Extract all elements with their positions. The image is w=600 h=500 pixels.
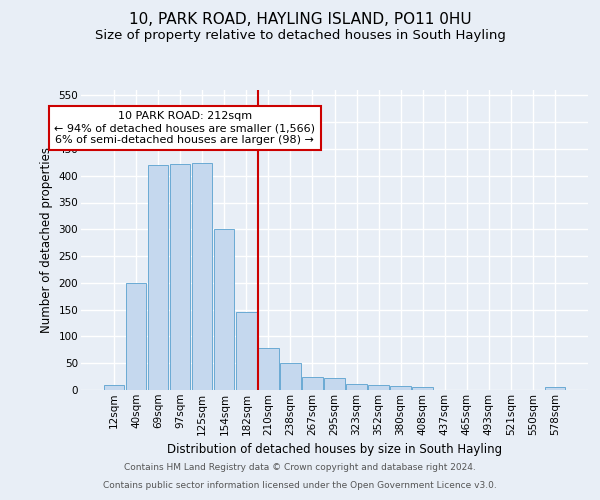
Bar [391, 386, 411, 390]
Bar [148, 165, 169, 390]
Bar [258, 348, 278, 390]
Bar [192, 163, 212, 390]
Bar [214, 230, 235, 390]
X-axis label: Distribution of detached houses by size in South Hayling: Distribution of detached houses by size … [167, 443, 502, 456]
Bar [346, 384, 367, 390]
Bar [325, 378, 344, 390]
Text: 10 PARK ROAD: 212sqm
← 94% of detached houses are smaller (1,566)
6% of semi-det: 10 PARK ROAD: 212sqm ← 94% of detached h… [54, 112, 315, 144]
Bar [545, 388, 565, 390]
Text: Contains public sector information licensed under the Open Government Licence v3: Contains public sector information licen… [103, 481, 497, 490]
Bar [126, 283, 146, 390]
Bar [170, 164, 190, 390]
Y-axis label: Number of detached properties: Number of detached properties [40, 147, 53, 333]
Bar [412, 388, 433, 390]
Text: Size of property relative to detached houses in South Hayling: Size of property relative to detached ho… [95, 29, 505, 42]
Bar [236, 312, 257, 390]
Text: Contains HM Land Registry data © Crown copyright and database right 2024.: Contains HM Land Registry data © Crown c… [124, 464, 476, 472]
Bar [104, 384, 124, 390]
Bar [368, 384, 389, 390]
Text: 10, PARK ROAD, HAYLING ISLAND, PO11 0HU: 10, PARK ROAD, HAYLING ISLAND, PO11 0HU [128, 12, 472, 28]
Bar [302, 376, 323, 390]
Bar [280, 363, 301, 390]
